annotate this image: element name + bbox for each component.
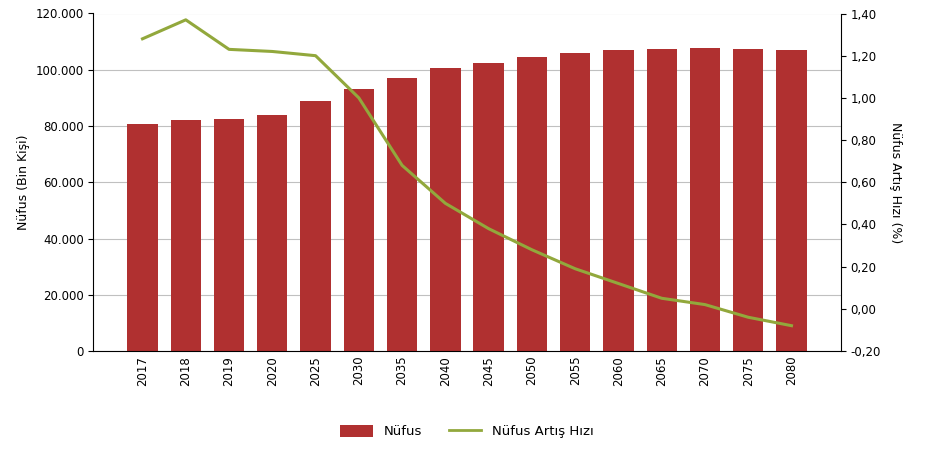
Bar [690, 48, 720, 351]
Nüfus Artış Hızı [223, 47, 234, 52]
Nüfus Artış Hızı [570, 266, 581, 271]
Bar [127, 124, 158, 351]
Line: Nüfus Artış Hızı: Nüfus Artış Hızı [143, 20, 791, 326]
Nüfus Artış Hızı [397, 163, 408, 168]
Nüfus Artış Hızı [743, 315, 754, 320]
Nüfus Artış Hızı [613, 281, 624, 286]
Bar [214, 118, 244, 351]
Y-axis label: Nüfus Artış Hızı (%): Nüfus Artış Hızı (%) [888, 122, 901, 243]
Bar [517, 57, 547, 351]
Bar [257, 115, 288, 351]
Y-axis label: Nüfus (Bin Kişi): Nüfus (Bin Kişi) [17, 135, 30, 230]
Nüfus Artış Hızı [137, 36, 149, 41]
Nüfus Artış Hızı [526, 247, 537, 252]
Nüfus Artış Hızı [180, 17, 191, 22]
Bar [560, 53, 590, 351]
Bar [646, 49, 677, 351]
Nüfus Artış Hızı [310, 53, 321, 58]
Bar [776, 50, 807, 351]
Nüfus Artış Hızı [267, 49, 278, 54]
Bar [474, 63, 503, 351]
Bar [431, 68, 460, 351]
Nüfus Artış Hızı [700, 302, 711, 307]
Bar [171, 120, 201, 351]
Bar [733, 49, 763, 351]
Nüfus Artış Hızı [483, 226, 494, 231]
Bar [387, 78, 417, 351]
Bar [603, 50, 633, 351]
Nüfus Artış Hızı [353, 95, 364, 101]
Legend: Nüfus, Nüfus Artış Hızı: Nüfus, Nüfus Artış Hızı [335, 419, 599, 443]
Bar [344, 90, 374, 351]
Nüfus Artış Hızı [440, 201, 451, 206]
Nüfus Artış Hızı [656, 296, 667, 301]
Nüfus Artış Hızı [785, 323, 797, 328]
Bar [301, 101, 331, 351]
